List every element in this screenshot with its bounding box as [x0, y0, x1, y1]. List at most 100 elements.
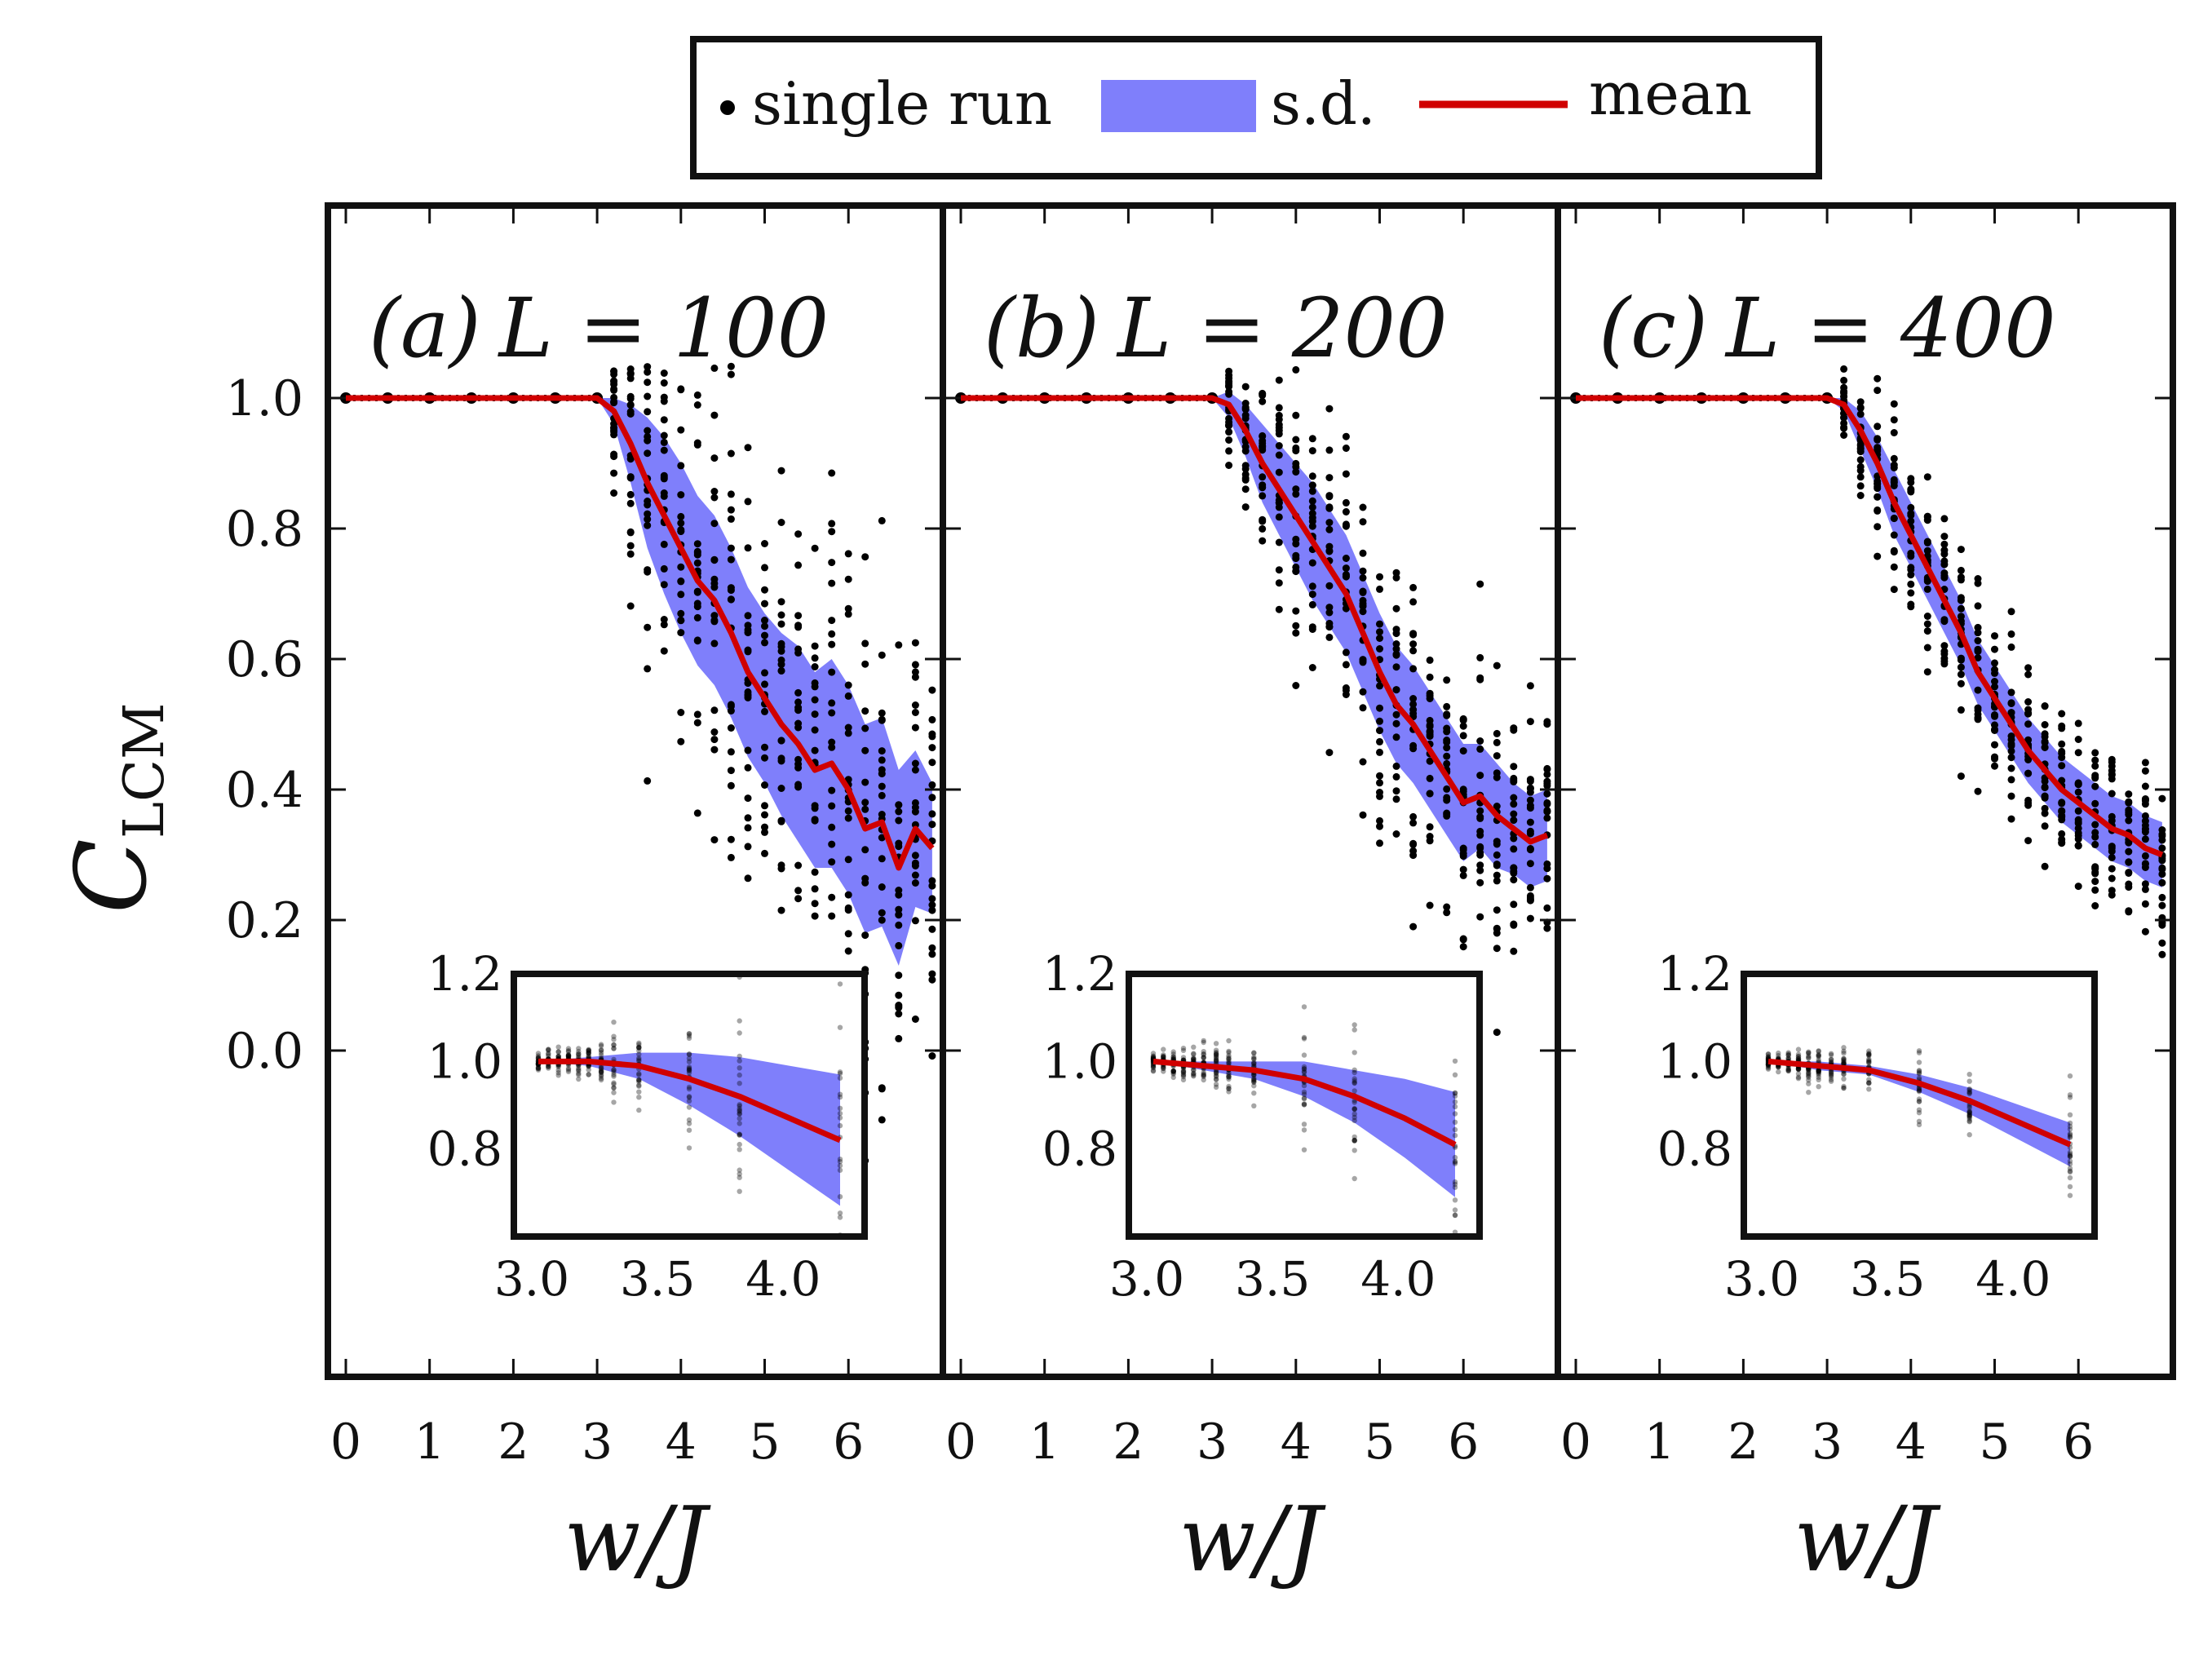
inset-point: [1916, 1122, 1922, 1128]
single-run-point: [644, 623, 652, 631]
inset-point: [1251, 1051, 1257, 1056]
single-run-point: [626, 550, 635, 558]
single-run-point: [2007, 747, 2015, 755]
single-run-point: [811, 683, 819, 691]
single-run-point: [1259, 492, 1267, 500]
x-tick-label: 5: [1979, 1414, 2010, 1471]
single-run-point: [1974, 637, 1982, 644]
inset-point: [837, 1167, 843, 1173]
inset-point: [686, 1104, 692, 1110]
single-run-point: [1526, 860, 1534, 868]
single-run-point: [1957, 573, 1965, 582]
single-run-point: [1308, 435, 1316, 443]
inset-point: [1452, 1212, 1458, 1219]
single-run-point: [1493, 906, 1501, 914]
inset-point: [1352, 1076, 1357, 1082]
inset-point: [1816, 1057, 1821, 1063]
single-run-point: [861, 846, 869, 854]
single-run-point: [1443, 737, 1451, 744]
single-run-point: [2141, 817, 2149, 825]
single-run-point: [2074, 883, 2082, 891]
inset-point: [598, 1047, 604, 1053]
inset-point: [1841, 1060, 1847, 1067]
single-run-point: [1259, 442, 1267, 450]
inset-y-tick-label: 1.0: [427, 1033, 502, 1089]
inset-point: [1765, 1064, 1772, 1069]
single-run-point: [1292, 622, 1300, 630]
single-run-point: [2024, 769, 2033, 777]
single-run-point: [928, 759, 936, 767]
single-run-point: [1991, 678, 1998, 685]
single-run-point: [861, 931, 869, 940]
inset-point: [1352, 1138, 1357, 1144]
single-run-point: [1526, 914, 1534, 922]
single-run-point: [2074, 788, 2082, 796]
inset-point: [1452, 1184, 1458, 1190]
inset-point: [1352, 1111, 1357, 1117]
inset-point: [1452, 1058, 1458, 1064]
single-run-point: [1409, 812, 1418, 821]
single-run-point: [878, 651, 886, 659]
inset-point: [1352, 1069, 1357, 1076]
single-run-point: [1426, 774, 1434, 782]
single-run-point: [861, 660, 869, 668]
single-run-point: [1376, 816, 1383, 825]
single-run-point: [895, 843, 903, 851]
inset-point: [1201, 1071, 1206, 1077]
inset-point: [1916, 1118, 1922, 1125]
single-run-point: [1890, 586, 1898, 594]
single-run-point: [660, 416, 668, 424]
single-run-point: [1526, 796, 1534, 804]
single-run-point: [2058, 839, 2066, 847]
single-run-point: [861, 778, 869, 786]
inset-point: [598, 1070, 604, 1076]
single-run-point: [2141, 880, 2149, 888]
single-run-point: [1376, 645, 1383, 653]
inset-point: [1966, 1072, 1972, 1077]
single-run-point: [2007, 608, 2015, 616]
single-run-point: [794, 895, 803, 903]
single-run-point: [761, 849, 768, 857]
inset-point: [598, 1065, 604, 1072]
panel-title-label: (a): [369, 281, 481, 376]
single-run-point: [1308, 503, 1316, 511]
single-run-point: [727, 555, 735, 564]
single-run-point: [1459, 747, 1467, 755]
single-run-point: [811, 816, 819, 825]
inset-point: [1161, 1065, 1166, 1071]
inset-point: [1213, 1069, 1219, 1075]
single-run-point: [1292, 436, 1300, 444]
single-run-point: [2007, 815, 2015, 823]
single-run-point: [895, 971, 903, 980]
single-run-point: [1493, 803, 1501, 810]
single-run-point: [1923, 576, 1931, 584]
single-run-point: [1957, 604, 1965, 613]
inset-point: [546, 1065, 551, 1071]
inset-point: [1191, 1071, 1197, 1077]
single-run-point: [1325, 604, 1334, 612]
inset-point: [1828, 1078, 1834, 1084]
single-run-point: [1359, 608, 1367, 616]
inset-point: [586, 1046, 591, 1053]
single-run-point: [1940, 657, 1949, 666]
single-run-point: [1856, 473, 1865, 481]
single-run-point: [2074, 807, 2082, 815]
inset-point: [1785, 1068, 1791, 1073]
inset-point: [2067, 1184, 2073, 1190]
single-run-point: [1991, 727, 1998, 734]
single-run-point: [1974, 629, 1982, 637]
single-run-point: [1325, 582, 1334, 590]
inset-point: [1866, 1060, 1872, 1065]
inset-point: [1452, 1104, 1458, 1110]
inset-point: [1806, 1069, 1812, 1076]
single-run-point: [744, 648, 752, 656]
inset-point: [1806, 1074, 1812, 1080]
inset-point: [837, 1105, 843, 1112]
inset-point: [1785, 1055, 1791, 1061]
single-run-point: [2091, 840, 2099, 848]
inset-point: [1191, 1070, 1197, 1077]
inset-point: [535, 1051, 542, 1056]
inset-point: [1966, 1110, 1972, 1116]
inset-point: [1785, 1052, 1791, 1058]
inset-point: [1806, 1072, 1812, 1077]
